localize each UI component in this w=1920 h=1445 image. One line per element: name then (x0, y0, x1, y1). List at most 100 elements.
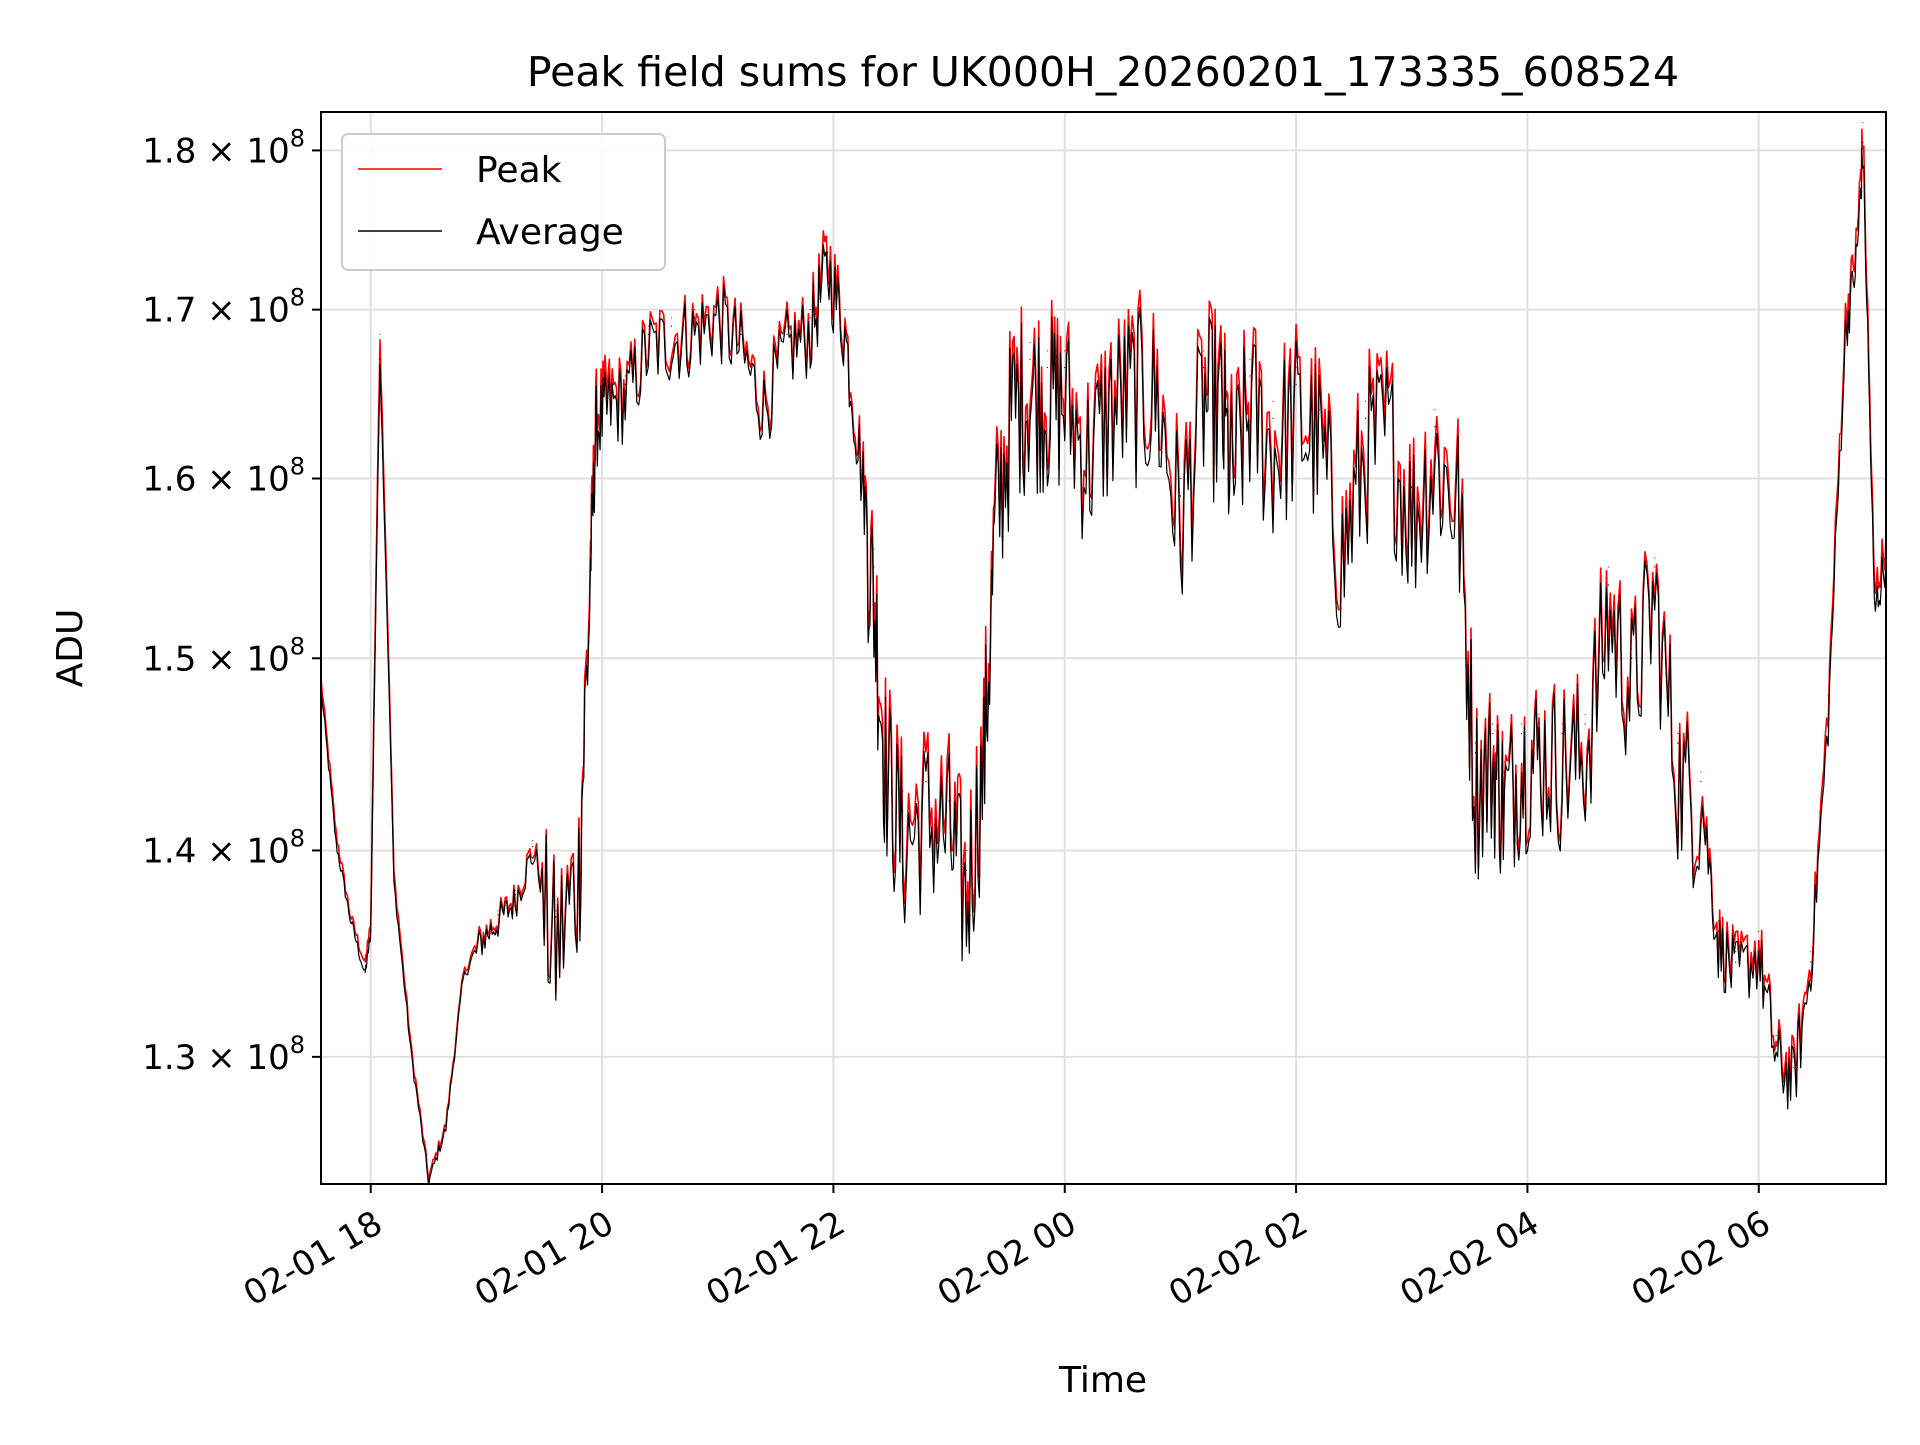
data-point (1220, 375, 1222, 377)
data-point (1434, 426, 1436, 428)
data-point (694, 309, 696, 311)
data-point (335, 830, 337, 832)
data-point (379, 358, 381, 360)
data-point (624, 383, 626, 385)
series-layer (321, 122, 1886, 1184)
data-point (1179, 477, 1182, 480)
data-point (1775, 1034, 1777, 1037)
data-point (1561, 723, 1563, 725)
data-point (1341, 530, 1343, 532)
data-point (335, 839, 337, 842)
data-point (1249, 375, 1251, 377)
data-point (1735, 951, 1737, 953)
data-point (1474, 742, 1476, 744)
data-point (948, 800, 950, 802)
data-point (1064, 366, 1066, 369)
x-axis-label: Time (1058, 1360, 1147, 1401)
data-point (786, 325, 788, 327)
data-point (1156, 350, 1158, 352)
data-point (607, 375, 609, 377)
data-point (1492, 732, 1494, 735)
data-point (1012, 375, 1014, 377)
data-point (1827, 713, 1829, 716)
data-point (624, 375, 626, 377)
data-point (1792, 1067, 1795, 1069)
data-point (1561, 732, 1563, 735)
data-point (1202, 350, 1205, 352)
data-point (1584, 713, 1586, 716)
y-tick-label: 1.5 × 108 (142, 632, 305, 679)
data-point (349, 910, 351, 912)
data-point (1046, 366, 1049, 369)
data-point (965, 849, 968, 852)
plot-frame (320, 111, 1887, 1185)
data-point (370, 930, 372, 932)
data-point (1364, 417, 1367, 419)
data-point (1827, 695, 1829, 697)
data-point (445, 1125, 447, 1127)
data-point (1717, 920, 1719, 922)
data-point (1272, 400, 1274, 402)
data-point (717, 300, 719, 303)
data-point (379, 333, 381, 335)
data-point (1735, 961, 1737, 963)
data-point (514, 893, 516, 896)
data-point (1295, 383, 1297, 385)
data-point (902, 810, 904, 812)
data-point (925, 781, 927, 783)
data-point (1677, 742, 1679, 744)
data-point (1810, 951, 1812, 953)
data-point (1677, 732, 1679, 735)
data-point (1156, 366, 1158, 369)
data-point (589, 548, 592, 550)
data-point (480, 930, 482, 932)
data-point (647, 325, 649, 327)
data-point (1249, 358, 1251, 360)
data-point (480, 934, 482, 936)
data-point (1844, 309, 1847, 311)
data-point (1856, 244, 1858, 246)
data-point (1584, 723, 1586, 725)
data-point (1029, 341, 1031, 344)
data-point (809, 317, 811, 319)
data-point (786, 333, 788, 335)
data-point (983, 732, 985, 735)
data-point (497, 914, 499, 916)
data-point (670, 317, 673, 319)
legend-box (341, 133, 666, 271)
data-point (1492, 723, 1494, 725)
data-point (827, 252, 829, 254)
data-point (555, 916, 557, 918)
data-point (364, 961, 366, 963)
data-point (763, 392, 765, 394)
data-point (1046, 350, 1049, 352)
data-point (1856, 228, 1858, 230)
data-point (861, 460, 863, 462)
data-point (1775, 1045, 1777, 1047)
data-point (1110, 375, 1112, 377)
data-point (1810, 961, 1812, 963)
data-point (902, 790, 904, 792)
data-point (740, 333, 742, 335)
chart-title: Peak field sums for UK000H_20260201_1733… (527, 48, 1679, 96)
data-point (1474, 752, 1476, 754)
y-tick-label: 1.3 × 108 (142, 1031, 305, 1078)
data-point (595, 409, 597, 411)
data-point (462, 976, 464, 978)
data-point (1700, 781, 1702, 783)
data-point (1457, 469, 1459, 471)
data-point (555, 910, 557, 912)
data-point (1607, 566, 1609, 568)
data-point (1654, 557, 1656, 559)
data-point (349, 914, 351, 916)
data-point (1538, 723, 1540, 725)
data-point (364, 971, 366, 974)
y-tick-label: 1.6 × 108 (142, 452, 305, 499)
data-point (427, 1174, 430, 1176)
data-point (873, 566, 875, 568)
data-point (1862, 142, 1864, 144)
data-point (1388, 400, 1390, 402)
data-point (1717, 930, 1719, 932)
